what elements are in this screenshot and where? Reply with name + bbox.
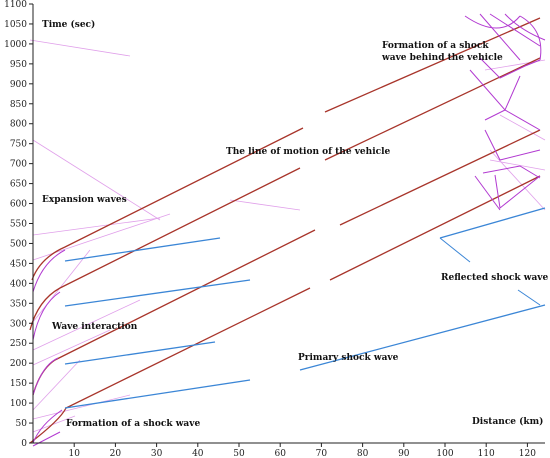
vehicle-line-5 [29,167,301,331]
shock-formation-curves [32,13,546,447]
reflected-shock-leader-2 [517,289,541,306]
y-tick-label: 150 [10,379,27,389]
y-tick-label: 400 [10,279,27,289]
x-tick-label: 10 [68,449,80,458]
vehicle-line-7 [31,127,304,281]
annotation-reflected-shock: Reflected shock wave [441,273,549,283]
x-tick-label: 30 [151,449,163,458]
vehicle-line-6 [324,57,541,161]
vehicle-line-3 [32,229,316,396]
y-tick-label: 900 [10,80,27,90]
y-tick-label: 250 [10,339,27,349]
y-axis-title: Time (sec) [42,19,95,30]
y-tick-label: 0 [21,439,27,449]
annotation-shock-behind-line1: Formation of a shock [382,41,489,51]
primary-shock-1 [64,379,251,409]
x-tick-label: 120 [519,449,536,458]
vehicle-line-2 [329,175,541,281]
reflected-shock-1 [439,207,546,239]
annotation-expansion-waves: Expansion waves [42,195,127,205]
y-tick-label: 700 [10,160,27,170]
shock-waves [64,207,546,409]
y-tick-label: 550 [10,220,27,230]
x-tick-label: 80 [357,449,369,458]
y-tick-label: 50 [16,419,28,429]
annotation-wave-interaction: Wave interaction [51,322,138,332]
annotation-line-of-motion: The line of motion of the vehicle [226,147,391,157]
primary-shock-4 [64,237,221,262]
x-tick-label: 70 [316,449,328,458]
primary-shock-2 [64,341,216,365]
y-tick-label: 800 [10,120,27,130]
y-tick-label: 200 [10,359,27,369]
vehicle-line-4 [339,129,541,226]
axes: 0 50 100 150 200 250 300 350 400 450 500 550 600 650 7… [4,0,545,458]
y-tick-label: 650 [10,180,27,190]
y-tick-label: 850 [10,100,27,110]
x-tick-label: 20 [110,449,122,458]
x-tick-label: 100 [436,449,453,458]
annotations: Time (sec) Distance (km) Formation of a … [42,19,549,429]
y-tick-label: 1000 [4,40,27,50]
x-tick-label: 50 [233,449,245,458]
annotation-shock-behind-line2: wave behind the vehicle [381,53,503,63]
x-tick-label: 60 [274,449,286,458]
vehicle-motion-lines [29,17,541,444]
y-tick-group: 0 50 100 150 200 250 300 350 400 450 500 550 600 650 7… [4,0,33,449]
x-axis-title: Distance (km) [472,416,543,427]
vehicle-line-8 [324,17,541,113]
y-tick-label: 1100 [4,0,27,10]
x-tick-group: 10 20 30 40 50 60 70 80 90 100 110 120 [68,443,536,458]
primary-shock-3 [64,279,251,307]
y-tick-label: 950 [10,60,27,70]
annotation-primary-shock: Primary shock wave [298,353,399,363]
y-tick-label: 500 [10,239,27,249]
reflected-shock-2 [299,304,546,371]
y-tick-label: 750 [10,140,27,150]
x-tick-label: 90 [398,449,410,458]
y-tick-label: 450 [10,259,27,269]
y-tick-label: 1050 [4,20,27,30]
x-tick-label: 40 [192,449,204,458]
y-tick-label: 300 [10,319,27,329]
expansion-waves [29,39,546,433]
y-tick-label: 350 [10,299,27,309]
y-tick-label: 600 [10,200,27,210]
annotation-formation-shock: Formation of a shock wave [66,419,200,429]
y-tick-label: 100 [10,399,27,409]
x-tick-label: 110 [478,449,495,458]
reflected-shock-leader [439,237,471,263]
